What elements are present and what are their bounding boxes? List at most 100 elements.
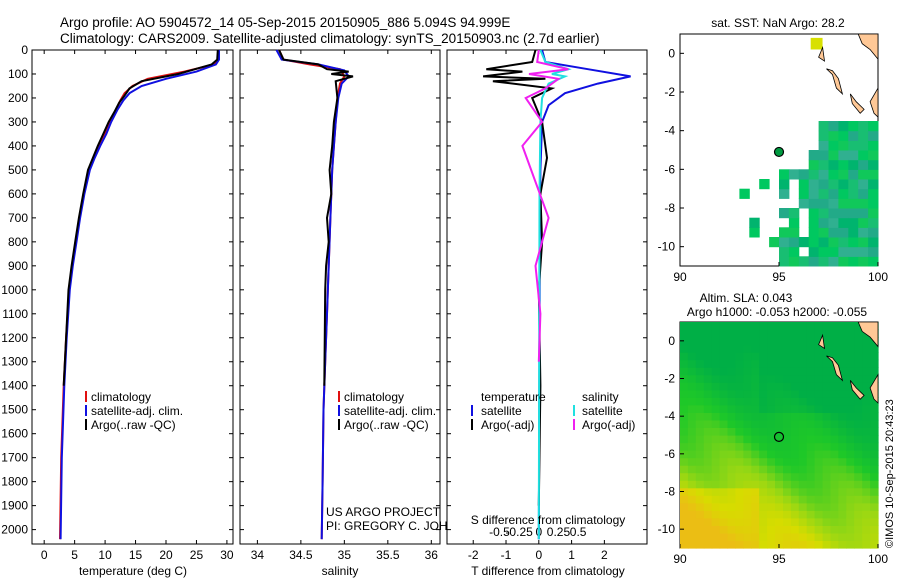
depth-tick-label: 100 xyxy=(8,67,28,81)
sla-cell xyxy=(870,359,879,368)
sla-cell xyxy=(806,427,816,436)
sla-cell xyxy=(870,404,879,413)
sla-cell xyxy=(775,435,784,444)
sst-cell xyxy=(818,237,829,248)
sla-cell xyxy=(735,337,744,346)
sla-cell xyxy=(687,352,697,361)
sla-cell xyxy=(719,419,729,428)
sla-cell xyxy=(727,404,736,413)
sla-cell xyxy=(783,465,792,474)
sla-cell xyxy=(814,450,824,459)
sla-cell xyxy=(870,532,879,541)
sst-cell xyxy=(868,217,879,228)
sla-cell xyxy=(735,352,744,361)
sla-cell xyxy=(830,532,839,541)
sla-cell xyxy=(767,487,776,496)
sla-cell xyxy=(767,419,776,428)
depth-tick-label: 700 xyxy=(8,211,28,225)
sla-cell xyxy=(680,397,689,406)
sla-cell xyxy=(822,322,832,331)
sla-cell xyxy=(814,487,824,496)
sla-cell xyxy=(687,412,697,421)
sst-cell xyxy=(828,121,839,132)
sla-cell xyxy=(814,412,824,421)
sla-cell xyxy=(743,525,752,534)
sla-cell xyxy=(783,435,792,444)
sla-cell xyxy=(862,502,871,511)
sla-cell xyxy=(846,374,855,383)
sla-cell xyxy=(719,322,729,331)
map-ytick-label: -6 xyxy=(664,447,675,461)
depth-tick-label: 800 xyxy=(8,235,28,249)
sla-cell xyxy=(838,374,847,383)
sst-cell xyxy=(858,130,869,141)
sla-cell xyxy=(727,435,736,444)
sla-cell xyxy=(814,337,824,346)
sla-cell xyxy=(767,517,776,526)
sla-cell xyxy=(830,487,839,496)
sla-cell xyxy=(870,465,879,474)
depth-tick-label: 1300 xyxy=(1,355,28,369)
sla-cell xyxy=(680,487,689,496)
sla-cell xyxy=(727,532,736,541)
sla-cell xyxy=(719,352,729,361)
sla-cell xyxy=(711,412,721,421)
difference-series-s-argo xyxy=(521,49,569,362)
temperature-xtick-label: 20 xyxy=(159,548,173,562)
sla-cell xyxy=(783,322,792,331)
difference-xtick-label: 0 xyxy=(535,548,542,562)
sla-cell xyxy=(767,374,776,383)
sst-cell xyxy=(868,150,879,161)
sla-cell xyxy=(735,517,744,526)
sla-cell xyxy=(838,435,847,444)
sla-cell xyxy=(727,412,736,421)
sla-cell xyxy=(727,359,736,368)
sla-cell xyxy=(775,329,784,338)
sla-cell xyxy=(822,457,832,466)
sla-cell xyxy=(711,382,721,391)
sla-cell xyxy=(743,344,752,353)
sla-cell xyxy=(854,472,863,481)
sst-map-title: sat. SST: NaN Argo: 28.2 xyxy=(711,16,845,30)
sla-cell xyxy=(783,457,792,466)
sla-cell xyxy=(711,367,721,376)
sla-cell xyxy=(687,389,697,398)
sst-cell xyxy=(848,217,859,228)
sla-cell xyxy=(838,472,847,481)
sst-cell xyxy=(828,188,839,199)
sla-cell xyxy=(687,457,697,466)
sla-cell xyxy=(790,540,800,549)
sla-cell xyxy=(695,359,705,368)
sla-cell xyxy=(759,465,768,474)
sla-cell xyxy=(830,510,839,519)
sla-cell xyxy=(711,442,721,451)
sst-coastline xyxy=(869,86,879,119)
sla-cell xyxy=(814,397,824,406)
sla-cell xyxy=(822,465,832,474)
sla-cell xyxy=(862,435,871,444)
sla-cell xyxy=(862,457,871,466)
temperature-xtick-label: 5 xyxy=(71,548,78,562)
sla-cell xyxy=(790,532,800,541)
sla-cell xyxy=(822,427,832,436)
sla-cell xyxy=(862,532,871,541)
sla-cell xyxy=(870,510,879,519)
sla-cell xyxy=(680,517,689,526)
sst-cell xyxy=(838,227,849,238)
sla-cell xyxy=(767,382,776,391)
sla-cell xyxy=(719,367,729,376)
sla-cell xyxy=(680,359,689,368)
sla-cell xyxy=(695,337,705,346)
sla-cell xyxy=(846,352,855,361)
sla-cell xyxy=(806,382,816,391)
sla-cell xyxy=(806,510,816,519)
sst-cell xyxy=(828,246,839,257)
sla-cell xyxy=(727,465,736,474)
sla-cell xyxy=(727,367,736,376)
sst-cell xyxy=(848,227,859,238)
sst-cell xyxy=(779,227,790,238)
sla-cell xyxy=(703,487,713,496)
salinity-panel: 34 34.5 35 35.5 36 salinity climatology sate… xyxy=(239,49,482,578)
sla-cell xyxy=(830,412,839,421)
sla-cell xyxy=(743,389,752,398)
